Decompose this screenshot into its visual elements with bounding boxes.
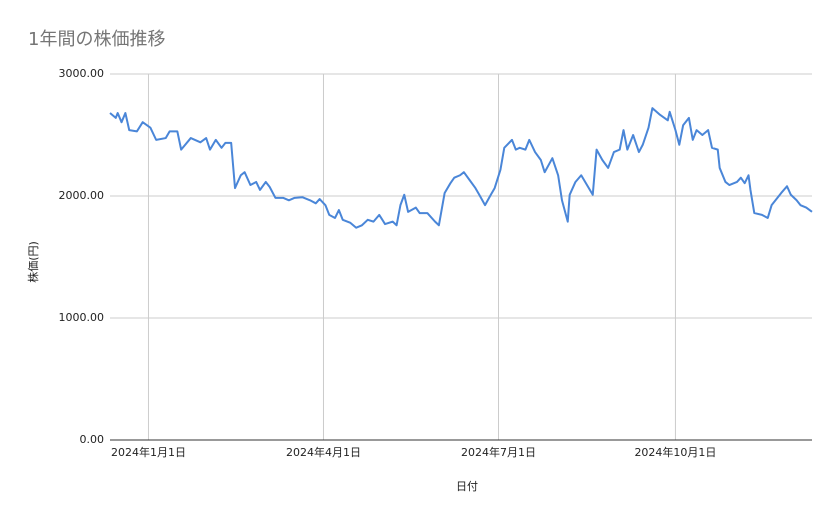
price-line: [109, 107, 813, 229]
y-axis-label: 株価(円): [26, 241, 40, 283]
chart-title: 1年間の株価推移: [28, 29, 165, 50]
x-tick-label: 2024年10月1日: [634, 445, 716, 459]
y-tick-label: 1000.00: [59, 311, 105, 324]
x-axis-label: 日付: [456, 480, 478, 493]
x-tick-label: 2024年7月1日: [461, 445, 536, 459]
x-tick-label: 2024年4月1日: [286, 445, 361, 459]
y-tick-label: 3000.00: [59, 67, 105, 80]
x-tick-label: 2024年1月1日: [111, 445, 186, 459]
y-tick-label: 0.00: [80, 433, 105, 446]
y-tick-label: 2000.00: [59, 189, 105, 202]
